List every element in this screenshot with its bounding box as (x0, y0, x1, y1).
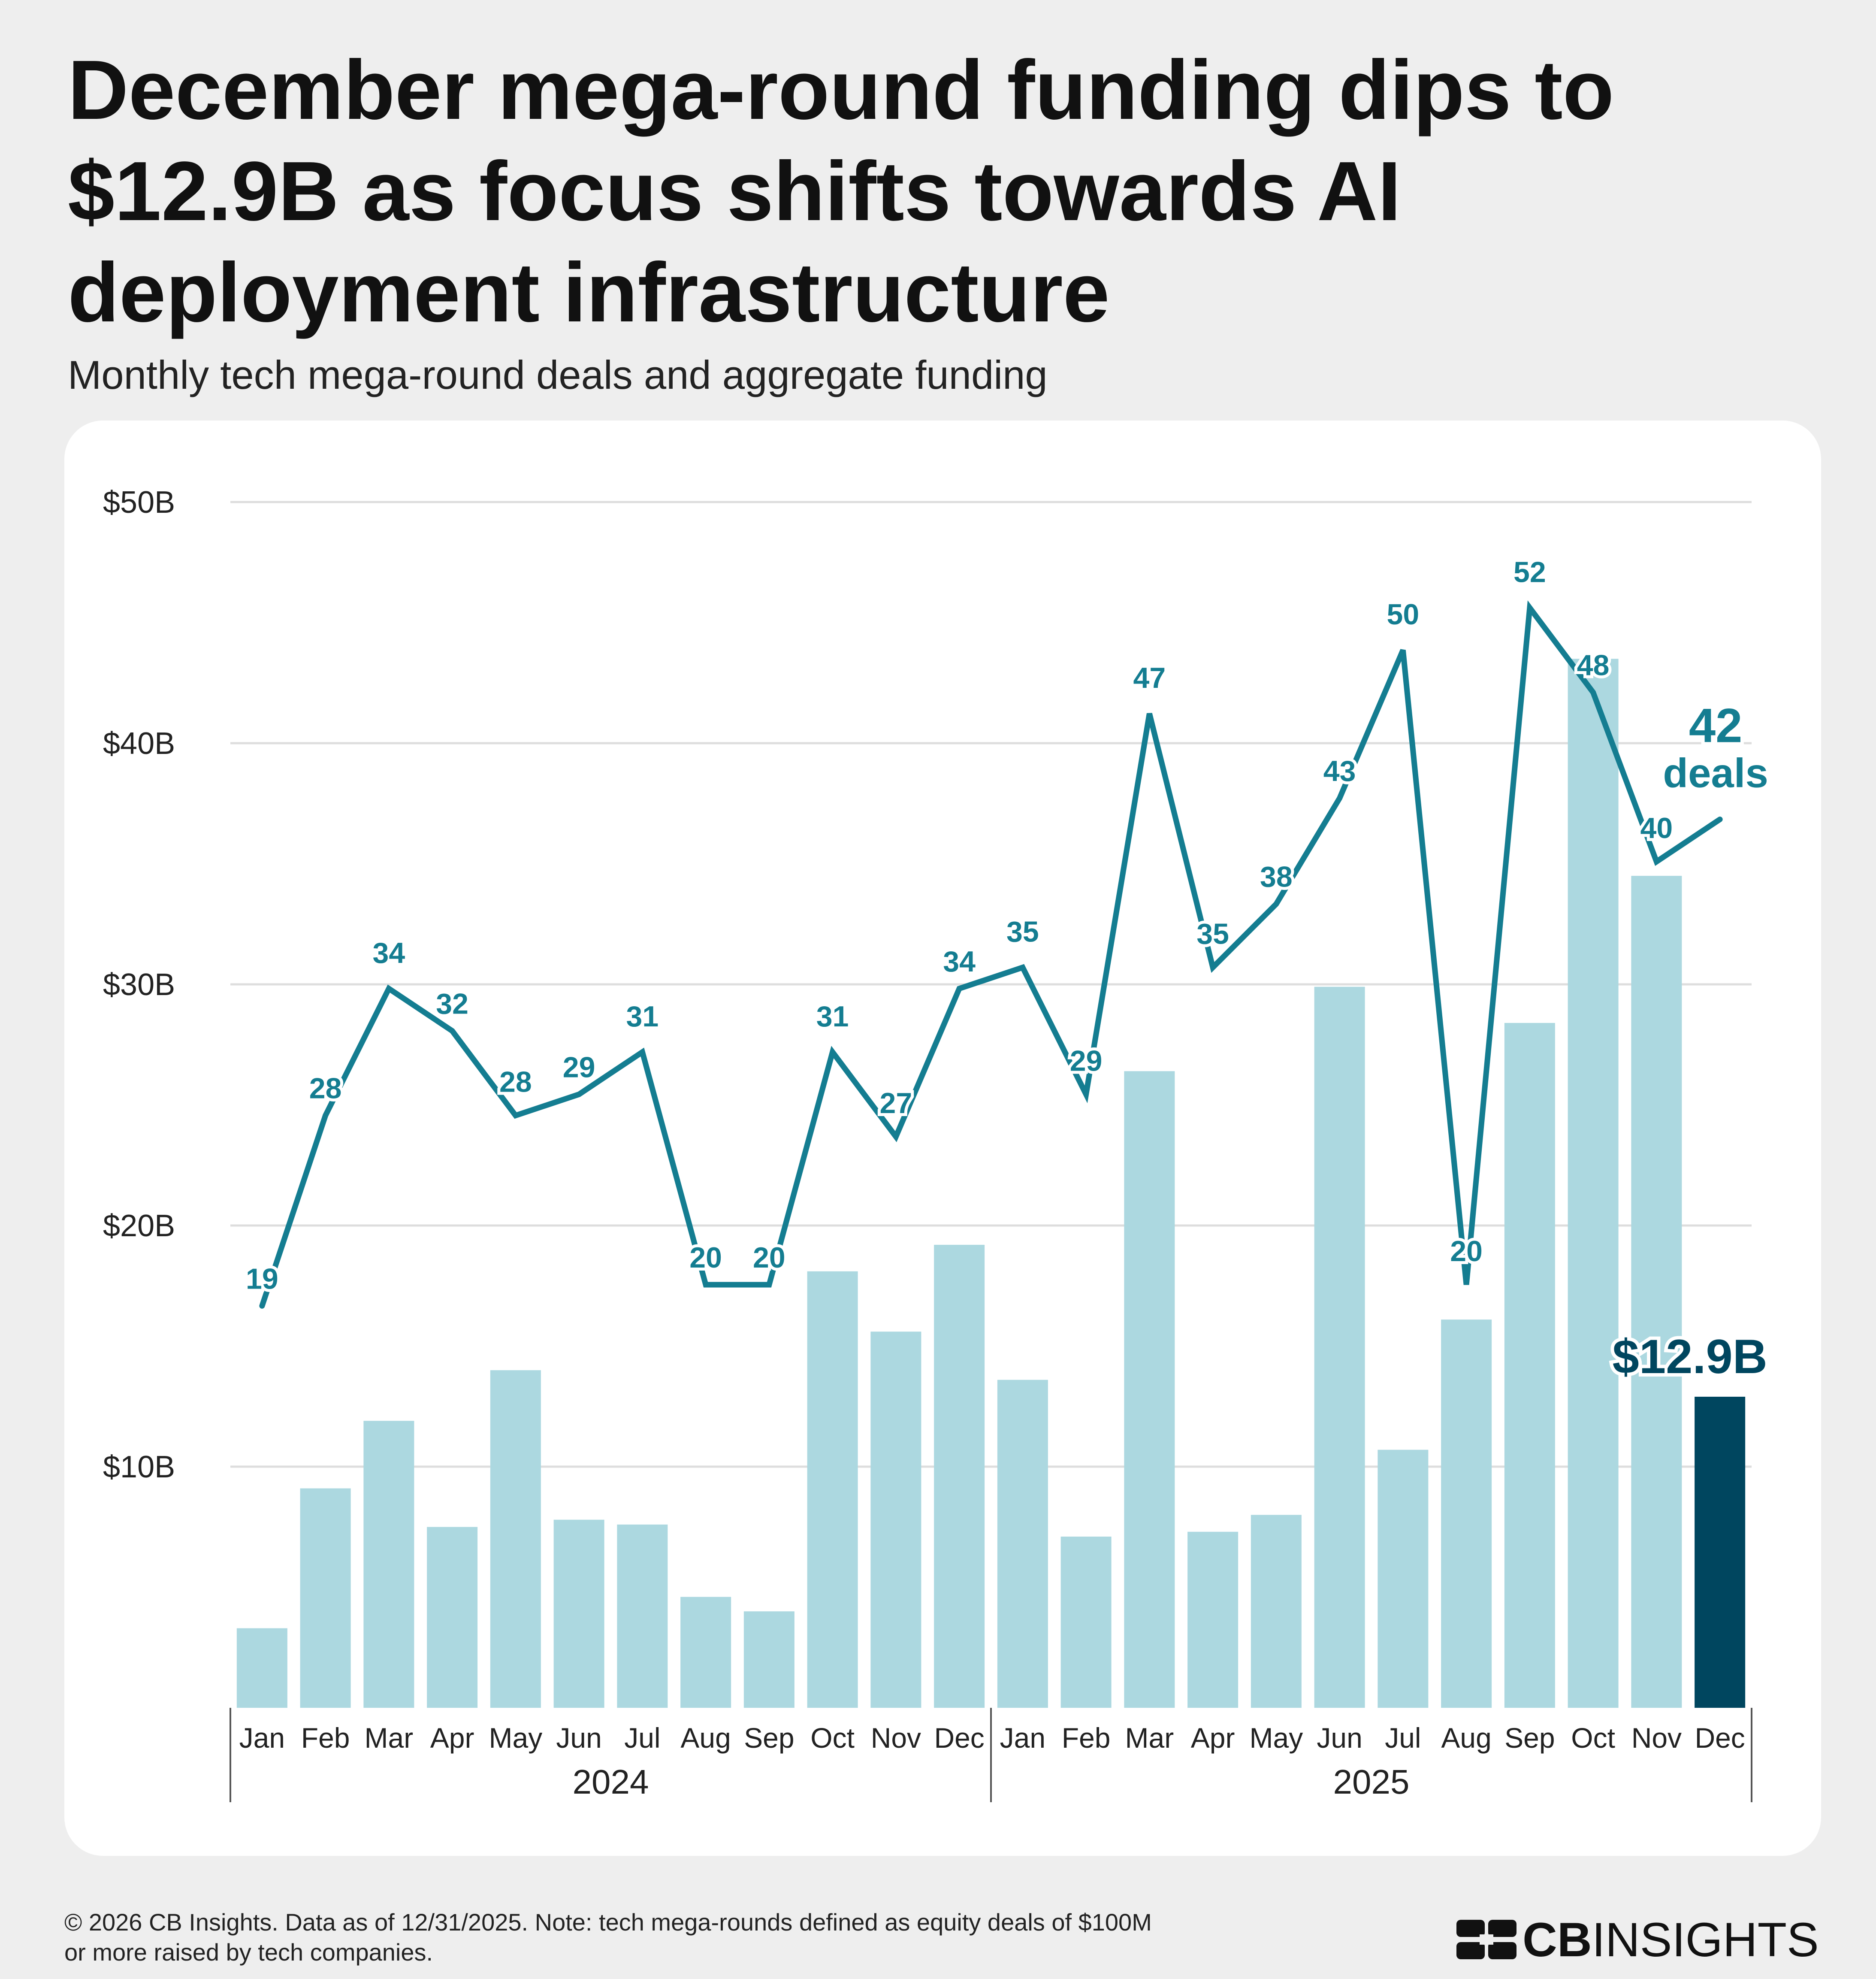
funding-bar (1060, 1536, 1112, 1708)
year-label: 2024 (573, 1763, 649, 1801)
deal-value-label: 28 (499, 1066, 532, 1098)
funding-bar (236, 1628, 287, 1708)
funding-bar (1631, 876, 1682, 1708)
deal-value-label: 47 (1133, 662, 1166, 694)
funding-bar-highlight (1695, 1397, 1746, 1708)
funding-bar (1568, 659, 1619, 1708)
y-tick-label: $20B (103, 1209, 175, 1243)
month-label: Sep (1504, 1722, 1555, 1754)
funding-bar (427, 1527, 478, 1708)
funding-bar (1441, 1319, 1492, 1708)
month-label: Nov (871, 1722, 921, 1754)
month-label: Nov (1631, 1722, 1682, 1754)
cb-insights-logo: CBINSIGHTS (1456, 1912, 1819, 1967)
deals-series-line (259, 600, 1723, 1309)
funding-bar (1251, 1515, 1302, 1708)
deals-line (259, 600, 1723, 1309)
month-label: Apr (1191, 1722, 1235, 1754)
deal-value-label: 34 (943, 945, 976, 978)
month-label: May (489, 1722, 543, 1754)
funding-bar (1378, 1449, 1429, 1708)
funding-bar (363, 1421, 414, 1708)
month-label: Aug (680, 1722, 731, 1754)
deal-value-label: 29 (1070, 1044, 1103, 1077)
y-tick-label: $40B (103, 726, 175, 761)
month-label: Dec (934, 1722, 984, 1754)
last-deals-value: 42 (1689, 699, 1743, 752)
month-label: Jul (1385, 1722, 1421, 1754)
y-tick-label: $30B (103, 968, 175, 1002)
deal-value-label: 20 (1450, 1235, 1483, 1268)
last-funding-value: $12.9B (1613, 1330, 1767, 1383)
funding-bar (1124, 1071, 1175, 1708)
footer-line-2: or more raised by tech companies. (64, 1939, 433, 1966)
month-label: Oct (810, 1722, 855, 1754)
logo-text-light: INSIGHTS (1592, 1912, 1819, 1967)
funding-bar (300, 1488, 351, 1708)
funding-bar (1504, 1023, 1555, 1708)
deal-value-label: 50 (1387, 598, 1420, 631)
month-label: Feb (1062, 1722, 1111, 1754)
month-label: Apr (430, 1722, 474, 1754)
month-label: May (1250, 1722, 1303, 1754)
deal-value-label: 19 (246, 1262, 278, 1295)
year-label: 2025 (1333, 1763, 1410, 1801)
month-label: Jan (1000, 1722, 1045, 1754)
deal-value-label: 27 (880, 1087, 912, 1120)
gridlines (230, 501, 1752, 1468)
deal-value-label: 40 (1640, 812, 1673, 844)
month-label: Jan (239, 1722, 285, 1754)
month-label: Oct (1571, 1722, 1615, 1754)
last-deals-unit: deals (1663, 750, 1768, 796)
deal-value-label: 20 (689, 1241, 722, 1274)
deal-value-label: 43 (1323, 755, 1356, 787)
footer-note: © 2026 CB Insights. Data as of 12/31/202… (64, 1907, 1351, 1967)
y-tick-label: $50B (103, 485, 175, 520)
funding-bar (617, 1524, 668, 1708)
deal-value-label: 48 (1577, 649, 1610, 682)
funding-bars (236, 659, 1746, 1708)
funding-bar (680, 1597, 731, 1708)
deal-value-label: 52 (1513, 556, 1546, 588)
cb-logo-icon (1456, 1920, 1517, 1959)
month-label: Jun (1317, 1722, 1362, 1754)
month-label: Jun (556, 1722, 601, 1754)
month-label: Dec (1695, 1722, 1745, 1754)
funding-bar (553, 1519, 604, 1708)
deal-labels: 19 28 34 32 28 29 31 20 20 31 27 34 35 29 47 35 38 43 50 20… (243, 553, 1676, 1298)
y-tick-label: $10B (103, 1450, 175, 1484)
funding-bar (743, 1611, 795, 1708)
x-axis: 2024 2025 Jan Feb Mar Apr May Jun Jul Aug Sep Oct No… (230, 1708, 1752, 1802)
month-label: Mar (365, 1722, 414, 1754)
footer-line-1: © 2026 CB Insights. Data as of 12/31/202… (64, 1909, 1152, 1936)
funding-bar (1187, 1531, 1239, 1708)
deal-value-label: 38 (1260, 861, 1293, 893)
deal-value-label: 20 (753, 1241, 785, 1274)
y-axis-ticks: $10B $20B $30B $40B $50B (103, 485, 175, 1484)
funding-bar (934, 1244, 985, 1708)
funding-bar (870, 1331, 921, 1708)
logo-text-bold: CB (1523, 1912, 1592, 1967)
deal-value-label: 35 (1196, 918, 1229, 950)
month-label: Mar (1125, 1722, 1174, 1754)
funding-bar (807, 1271, 858, 1708)
chart-title: December mega-round funding dips to $12.… (68, 43, 1614, 339)
deal-value-label: 34 (373, 937, 405, 969)
deal-value-label: 32 (436, 987, 468, 1020)
month-label: Feb (301, 1722, 350, 1754)
funding-bar (490, 1370, 541, 1708)
funding-bar (1314, 986, 1365, 1708)
deal-value-label: 31 (816, 1000, 849, 1033)
month-label: Sep (744, 1722, 794, 1754)
month-label: Jul (624, 1722, 660, 1754)
funding-bar (997, 1380, 1048, 1708)
deal-value-label: 28 (309, 1072, 342, 1105)
month-label: Aug (1441, 1722, 1491, 1754)
deal-value-label: 35 (1006, 916, 1039, 948)
deal-value-label: 29 (563, 1051, 595, 1083)
deal-value-label: 31 (626, 1000, 659, 1033)
chart-subtitle: Monthly tech mega-round deals and aggreg… (68, 352, 1048, 397)
